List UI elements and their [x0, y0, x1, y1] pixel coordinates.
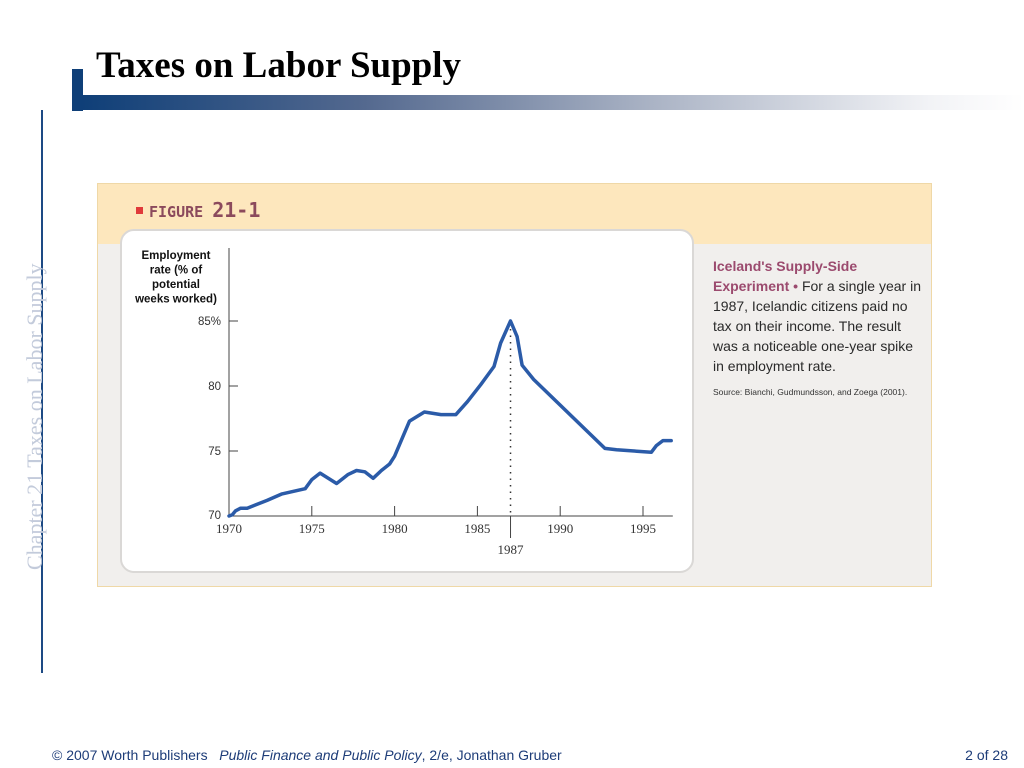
y-tick-label: 70	[208, 510, 221, 522]
figure-box: FIGURE 21-1 Iceland's Supply-Side Experi…	[97, 183, 932, 587]
x-tick-label: 1980	[382, 521, 408, 536]
caption-text: For a single year in 1987, Icelandic cit…	[713, 278, 921, 374]
footer-edition: , 2/e, Jonathan Gruber	[421, 747, 562, 763]
title-accent-bar	[72, 69, 83, 111]
figure-number: 21-1	[212, 198, 261, 222]
y-axis-label-line: Employment	[141, 250, 210, 262]
x-tick-label: 1970	[216, 521, 242, 536]
y-tick-label: 80	[208, 381, 221, 393]
footer-credit: © 2007 Worth Publishers Public Finance a…	[52, 747, 562, 763]
y-axis-label-line: potential	[152, 279, 200, 291]
x-tick-label: 1990	[547, 521, 573, 536]
caption-title: Iceland's Supply-Side Experiment	[713, 258, 858, 294]
footer-book-title: Public Finance and Public Policy	[219, 747, 422, 763]
figure-word: FIGURE	[149, 203, 204, 221]
title-underline-gradient	[82, 95, 1024, 110]
annotation-label: 1987	[498, 542, 525, 557]
footer-copyright: © 2007 Worth Publishers	[52, 747, 208, 763]
square-bullet-icon	[136, 207, 143, 214]
employment-rate-line	[227, 319, 673, 518]
x-tick-label: 1995	[630, 521, 656, 536]
y-axis-label-line: rate (% of	[150, 265, 203, 277]
y-tick-label: 75	[208, 446, 221, 458]
side-divider	[41, 110, 43, 673]
caption-bullet: •	[789, 278, 802, 294]
x-tick-label: 1985	[464, 521, 490, 536]
y-tick-label: 85%	[198, 316, 221, 328]
figure-source: Source: Bianchi, Gudmundsson, and Zoega …	[713, 387, 908, 397]
x-tick-label: 1975	[299, 521, 325, 536]
slide-title: Taxes on Labor Supply	[96, 45, 462, 86]
figure-label: FIGURE 21-1	[136, 198, 260, 222]
y-axis-label-line: weeks worked)	[134, 294, 217, 306]
page-number: 2 of 28	[965, 747, 1008, 763]
figure-caption: Iceland's Supply-Side Experiment • For a…	[713, 256, 923, 376]
